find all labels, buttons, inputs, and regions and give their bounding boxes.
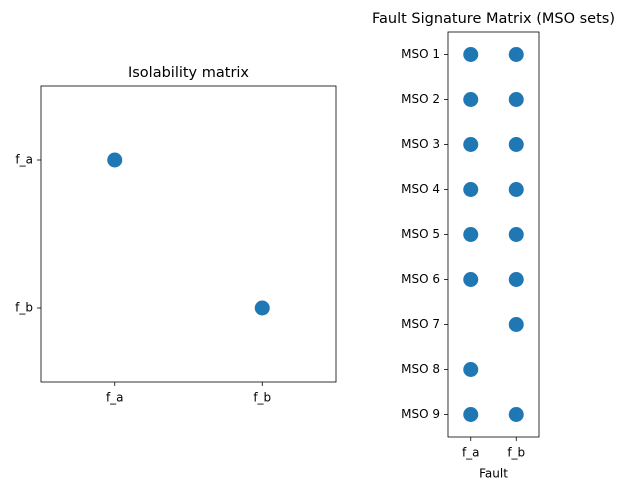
dot [508,182,524,197]
x-tick-label: f_a [106,391,124,405]
y-tick-label: MSO 2 [401,92,440,106]
y-tick-label: f_a [15,153,33,167]
x-tick-label: f_b [507,446,525,460]
dot [508,317,524,332]
dot [463,272,479,287]
dot [463,47,479,62]
y-tick-label: MSO 9 [401,407,440,421]
y-tick-label: MSO 7 [401,317,440,331]
dot [463,137,479,152]
chart-title: Isolability matrix [128,65,249,81]
plot-frame [40,85,337,383]
dot [463,182,479,197]
y-tick-label: MSO 8 [401,362,440,376]
dot [463,92,479,107]
dot [508,272,524,287]
dot [508,407,524,422]
dot [254,300,270,316]
dot [463,362,479,377]
y-tick-label: MSO 4 [401,182,440,196]
x-tick-label: f_b [253,391,271,405]
y-tick-label: f_b [15,301,33,315]
x-tick-label: f_a [462,446,480,460]
dot [508,47,524,62]
dot [508,92,524,107]
y-tick-label: MSO 1 [401,47,440,61]
plot-frame [447,31,540,438]
dot [107,152,123,168]
chart-title: Fault Signature Matrix (MSO sets) [372,11,615,27]
y-tick-label: MSO 6 [401,272,440,286]
dot [508,227,524,242]
x-axis-label: Fault [479,467,508,481]
dot [463,227,479,242]
dot [463,407,479,422]
y-tick-label: MSO 3 [401,137,440,151]
dot [508,137,524,152]
y-tick-label: MSO 5 [401,227,440,241]
